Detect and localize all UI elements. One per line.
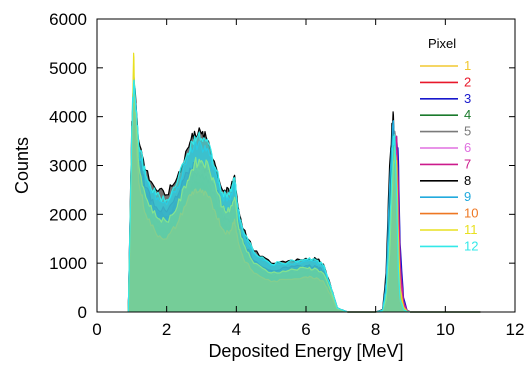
legend-label-7: 7 xyxy=(464,156,471,171)
y-tick-label: 4000 xyxy=(49,108,87,127)
legend-label-3: 3 xyxy=(464,91,471,106)
series-layer xyxy=(127,52,481,313)
legend-label-5: 5 xyxy=(464,124,471,139)
legend-label-11: 11 xyxy=(464,222,478,237)
x-tick-label: 12 xyxy=(506,320,525,339)
legend-label-6: 6 xyxy=(464,140,471,155)
legend-label-12: 12 xyxy=(464,238,478,253)
y-tick-label: 3000 xyxy=(49,157,87,176)
y-tick-label: 5000 xyxy=(49,59,87,78)
legend-label-4: 4 xyxy=(464,107,471,122)
y-tick-label: 6000 xyxy=(49,10,87,29)
x-tick-label: 0 xyxy=(92,320,101,339)
legend-label-8: 8 xyxy=(464,173,471,188)
x-tick-label: 2 xyxy=(162,320,171,339)
legend-label-1: 1 xyxy=(464,58,471,73)
x-tick-label: 10 xyxy=(436,320,455,339)
series-12-line xyxy=(127,79,481,313)
x-tick-label: 4 xyxy=(232,320,241,339)
y-tick-label: 0 xyxy=(78,303,87,322)
y-tick-label: 1000 xyxy=(49,254,87,273)
legend-label-10: 10 xyxy=(464,206,478,221)
x-axis-label: Deposited Energy [MeV] xyxy=(208,341,403,361)
legend-title: Pixel xyxy=(428,36,456,51)
x-tick-label: 8 xyxy=(371,320,380,339)
legend-label-2: 2 xyxy=(464,74,471,89)
y-tick-label: 2000 xyxy=(49,205,87,224)
x-tick-label: 6 xyxy=(301,320,310,339)
series-12-fill xyxy=(128,80,481,312)
y-axis-label: Counts xyxy=(12,137,32,194)
legend-label-9: 9 xyxy=(464,189,471,204)
